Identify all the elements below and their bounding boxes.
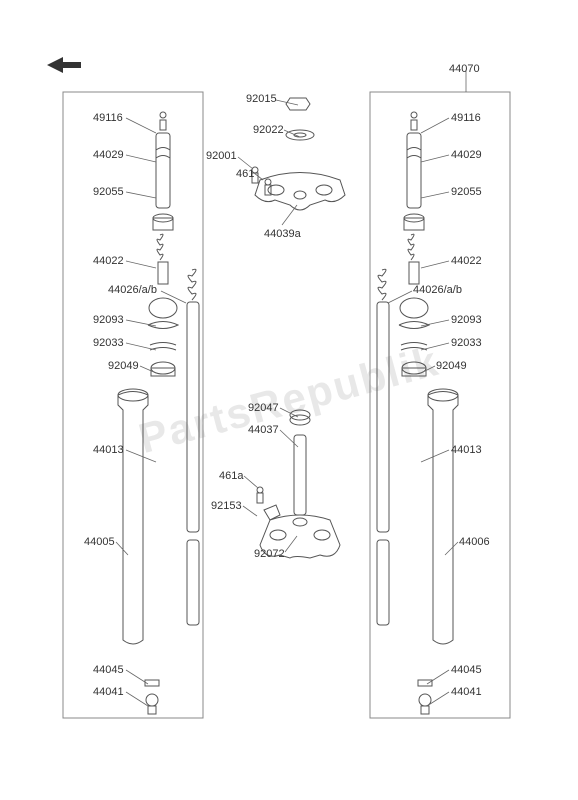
part-label-l4: 49116 <box>451 112 481 124</box>
part-label-l27: 461a <box>219 470 243 482</box>
part-label-l7: 461 <box>236 168 254 180</box>
part-label-l23: 92047 <box>248 402 279 414</box>
part-label-l32: 44045 <box>93 664 124 676</box>
part-label-l3: 92022 <box>253 124 284 136</box>
part-label-l21: 92049 <box>108 360 139 372</box>
part-label-l1: 92015 <box>246 93 277 105</box>
part-label-l12: 44039a <box>264 228 301 240</box>
part-label-l18: 92093 <box>451 314 482 326</box>
part-label-l34: 44041 <box>93 686 124 698</box>
part-label-l24: 44037 <box>248 424 279 436</box>
part-label-l8: 44029 <box>93 149 124 161</box>
nav-arrow-icon <box>45 55 85 90</box>
part-label-l11: 92055 <box>451 186 482 198</box>
part-label-l19: 92033 <box>93 337 124 349</box>
part-label-l14: 44022 <box>451 255 482 267</box>
diagram-canvas <box>0 0 578 800</box>
part-label-l28: 92153 <box>211 500 242 512</box>
part-label-l15: 44026/a/b <box>108 284 157 296</box>
part-label-l33: 44045 <box>451 664 482 676</box>
part-label-l9: 44029 <box>451 149 482 161</box>
part-label-l6: 92001 <box>206 150 237 162</box>
part-label-l26: 44013 <box>451 444 482 456</box>
part-label-l22: 92049 <box>436 360 467 372</box>
part-label-l35: 44041 <box>451 686 482 698</box>
part-label-l17: 92093 <box>93 314 124 326</box>
part-label-l16: 44026/a/b <box>413 284 462 296</box>
part-label-l5: 44070 <box>449 63 480 75</box>
part-label-l29: 44005 <box>84 536 115 548</box>
part-label-l2: 49116 <box>93 112 123 124</box>
part-label-l25: 44013 <box>93 444 124 456</box>
part-label-l10: 92055 <box>93 186 124 198</box>
parts-diagram: PartsRepublik <box>0 0 578 800</box>
part-label-l20: 92033 <box>451 337 482 349</box>
part-label-l30: 92072 <box>254 548 285 560</box>
part-label-l13: 44022 <box>93 255 124 267</box>
part-label-l31: 44006 <box>459 536 490 548</box>
